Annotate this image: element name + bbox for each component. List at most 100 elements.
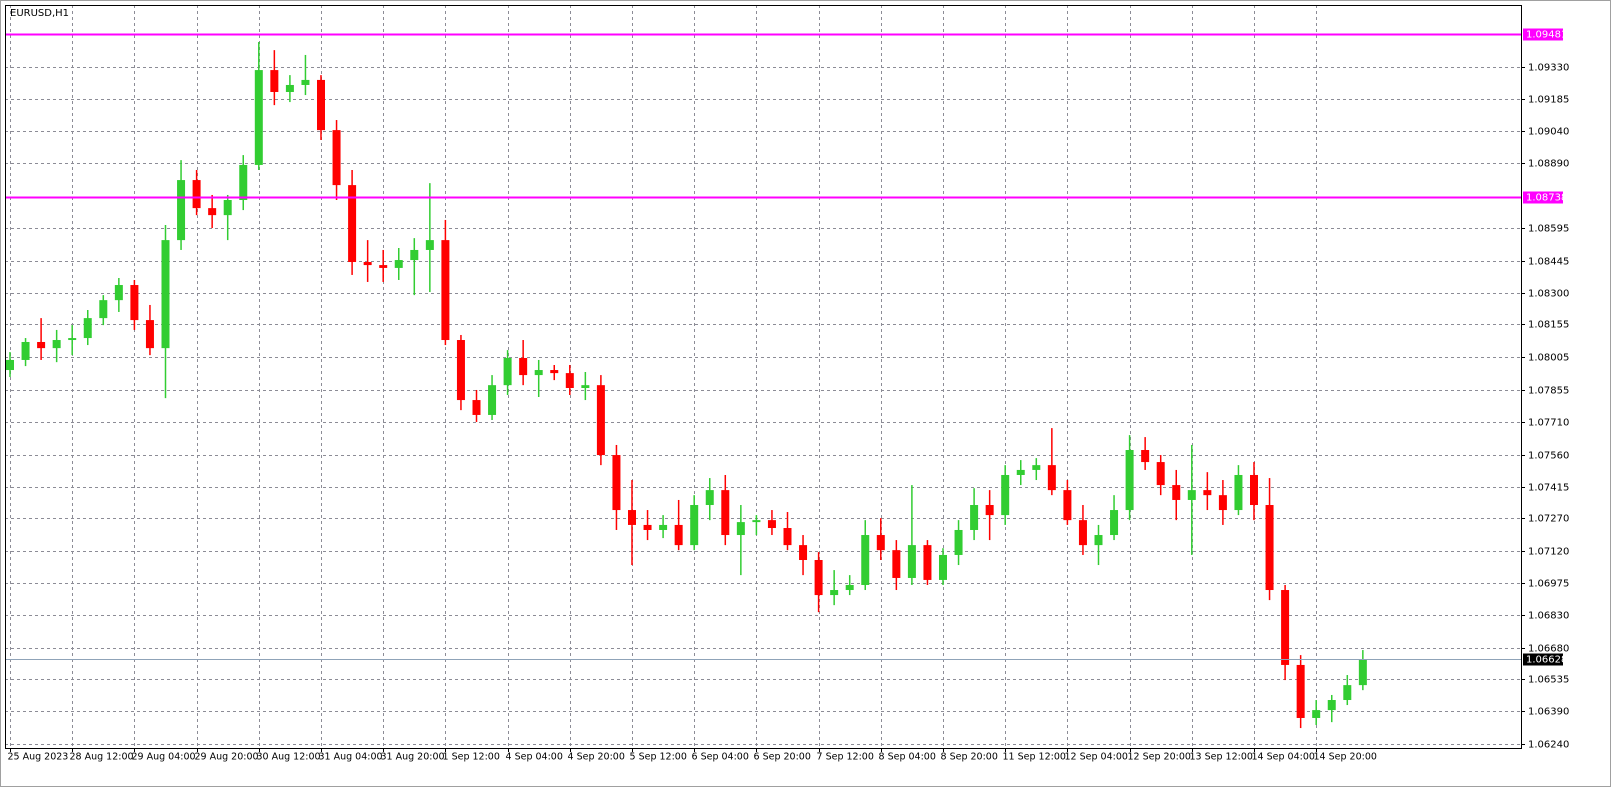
- x-tick-label: 14 Sep 04:00: [1252, 752, 1315, 763]
- x-tick-label: 7 Sep 12:00: [817, 752, 874, 763]
- candle-body: [845, 584, 854, 591]
- x-tick-label: 28 Aug 12:00: [70, 752, 134, 763]
- candle-body: [892, 550, 901, 578]
- candle-body: [939, 554, 947, 580]
- candle-body: [472, 400, 481, 415]
- candle-body: [876, 535, 885, 551]
- candle-body: [783, 528, 792, 546]
- candle-body: [674, 524, 683, 546]
- candle-body: [519, 357, 528, 376]
- grid-layer: [5, 5, 1521, 748]
- x-tick-label: 5 Sep 12:00: [630, 752, 687, 763]
- candle-body: [1281, 590, 1290, 665]
- candle-body: [1327, 700, 1336, 711]
- y-tick-label: 1.06830: [1528, 611, 1569, 622]
- y-tick-label: 1.07855: [1528, 386, 1569, 397]
- horizontal-line-label: 1.08738: [1526, 193, 1567, 204]
- y-tick-label: 1.08890: [1528, 159, 1569, 170]
- candle-body: [348, 185, 357, 263]
- x-tick-label: 1 Sep 12:00: [443, 752, 500, 763]
- candle-body: [177, 180, 186, 241]
- candle-body: [488, 385, 497, 415]
- candle-body: [239, 164, 248, 201]
- x-tick-label: 14 Sep 20:00: [1314, 752, 1377, 763]
- x-tick-label: 6 Sep 04:00: [692, 752, 749, 763]
- candle-body: [6, 359, 14, 371]
- candle-body: [1016, 469, 1025, 475]
- x-tick-label: 11 Sep 12:00: [1003, 752, 1066, 763]
- y-tick-label: 1.09330: [1528, 63, 1569, 74]
- candle-body: [1234, 474, 1243, 511]
- x-tick-label: 12 Sep 20:00: [1128, 752, 1191, 763]
- candle-body: [1141, 450, 1150, 463]
- candle-body: [1358, 659, 1367, 686]
- candle-body: [659, 524, 668, 530]
- candle-body: [192, 180, 201, 209]
- y-tick-label: 1.08595: [1528, 224, 1569, 235]
- y-tick-label: 1.08155: [1528, 320, 1569, 331]
- candle-body: [861, 535, 870, 585]
- candle-body: [68, 338, 77, 341]
- candle-body: [907, 545, 916, 578]
- candle-body: [114, 285, 123, 301]
- y-tick-label: 1.06240: [1528, 740, 1569, 751]
- candle-body: [596, 385, 605, 456]
- candle-body: [954, 529, 963, 555]
- y-tick-label: 1.07270: [1528, 514, 1569, 525]
- candle-body: [1343, 685, 1352, 701]
- candle-body: [456, 340, 465, 401]
- candle-body: [830, 590, 839, 596]
- chart-title: EURUSD,H1: [10, 8, 69, 19]
- candle-body: [394, 260, 403, 268]
- candle-body: [503, 357, 512, 386]
- y-tick-label: 1.07710: [1528, 418, 1569, 429]
- candle-body: [223, 200, 232, 216]
- candle-body: [21, 341, 30, 360]
- y-tick-label: 1.06975: [1528, 579, 1569, 590]
- candle-body: [581, 385, 590, 389]
- y-tick-label: 1.08005: [1528, 353, 1569, 364]
- candle-body: [425, 240, 434, 250]
- candle-body: [970, 505, 979, 530]
- x-tick-label: 6 Sep 20:00: [754, 752, 811, 763]
- candle-body: [767, 520, 776, 529]
- marks-layer: [5, 33, 1521, 729]
- candle-body: [814, 560, 823, 596]
- x-tick-label: 30 Aug 12:00: [257, 752, 321, 763]
- candle-body: [99, 300, 108, 319]
- y-tick-label: 1.07560: [1528, 451, 1569, 462]
- y-tick-label: 1.09040: [1528, 127, 1569, 138]
- horizontal-line-box: [1523, 28, 1563, 41]
- candle-body: [736, 522, 745, 536]
- candle-body: [1218, 495, 1227, 511]
- candle-body: [752, 520, 761, 523]
- candle-body: [1094, 535, 1103, 546]
- candle-body: [410, 249, 419, 261]
- candle-body: [1312, 710, 1321, 718]
- x-tick-label: 4 Sep 04:00: [506, 752, 563, 763]
- x-tick-label: 31 Aug 20:00: [381, 752, 445, 763]
- candle-body: [565, 373, 574, 389]
- candle-body: [332, 130, 341, 186]
- x-tick-label: 29 Aug 20:00: [195, 752, 259, 763]
- candle-body: [721, 490, 730, 536]
- candle-body: [1063, 490, 1072, 521]
- candle-body: [208, 208, 217, 216]
- candle-body: [285, 84, 294, 92]
- y-tick-label: 1.06680: [1528, 644, 1569, 655]
- candle-body: [1110, 510, 1119, 536]
- candle-body: [1172, 485, 1181, 500]
- candle-body: [1156, 462, 1165, 486]
- candle-body: [270, 70, 279, 92]
- candle-body: [799, 545, 808, 561]
- candle-body: [690, 505, 699, 546]
- y-tick-label: 1.07415: [1528, 483, 1569, 494]
- x-tick-label: 29 Aug 04:00: [132, 752, 196, 763]
- candle-body: [52, 340, 61, 349]
- candle-body: [130, 285, 139, 321]
- candle-body: [1250, 474, 1258, 506]
- y-tick-label: 1.06390: [1528, 707, 1569, 718]
- candle-body: [254, 70, 263, 165]
